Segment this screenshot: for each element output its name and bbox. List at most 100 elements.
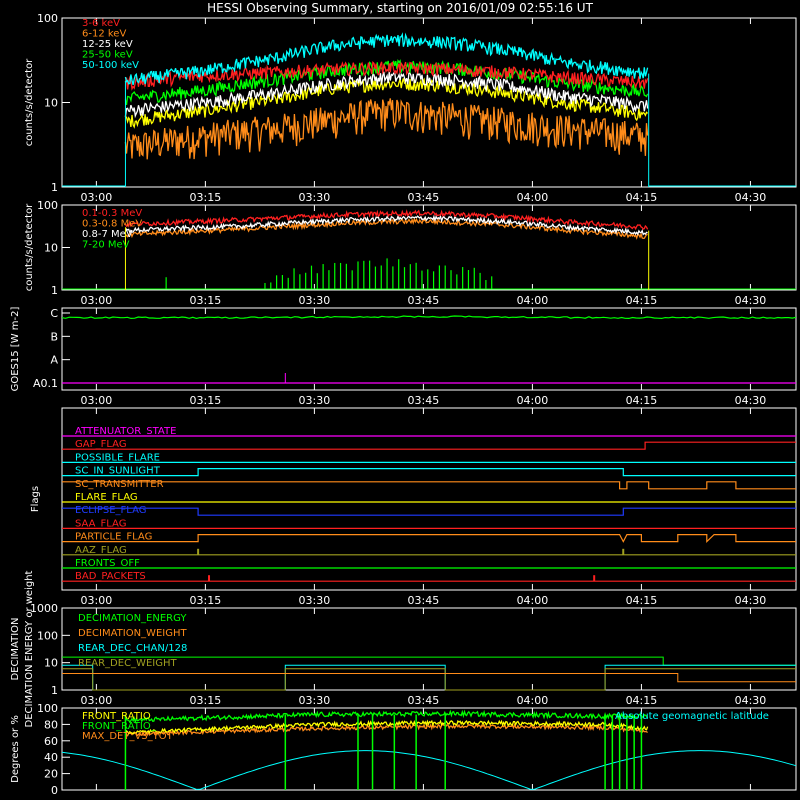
x-tick-label: 03:30 bbox=[299, 294, 331, 307]
series-line bbox=[124, 209, 649, 231]
x-tick-label: 04:15 bbox=[626, 191, 658, 204]
legend-entry: DECIMATION_WEIGHT bbox=[78, 628, 187, 639]
series-line bbox=[124, 61, 649, 91]
panel-frame-4 bbox=[61, 607, 797, 691]
legend-entry: 0.1-0.3 MeV bbox=[82, 208, 142, 219]
series-line bbox=[124, 217, 648, 240]
flag-line bbox=[62, 533, 796, 544]
x-tick-label: 03:45 bbox=[408, 594, 440, 607]
series-line bbox=[124, 32, 649, 86]
y-tick-label: 40 bbox=[44, 751, 58, 764]
panel-frame-3 bbox=[61, 407, 797, 591]
y-tick-label: 100 bbox=[37, 629, 58, 642]
x-tick-label: 04:00 bbox=[517, 594, 549, 607]
legend-entry: 25-50 keV bbox=[82, 50, 133, 61]
series-line bbox=[124, 719, 649, 735]
flag-line bbox=[62, 468, 796, 477]
chart-title: HESSI Observing Summary, starting on 201… bbox=[207, 1, 593, 15]
x-tick-label: 03:45 bbox=[408, 394, 440, 407]
y-tick-label: 0 bbox=[51, 784, 58, 797]
y-tick-label: C bbox=[50, 307, 58, 320]
y-tick-label: 20 bbox=[44, 768, 58, 781]
x-tick-label: 04:15 bbox=[626, 694, 658, 707]
x-tick-label: 03:00 bbox=[81, 594, 113, 607]
x-tick-label: 03:15 bbox=[190, 694, 222, 707]
flag-label: SC_IN_SUNLIGHT bbox=[75, 466, 161, 477]
x-tick-label: 03:15 bbox=[190, 394, 222, 407]
legend-entry: REAR_DEC_CHAN/128 bbox=[78, 643, 187, 654]
legend-entry: 6-12 keV bbox=[82, 29, 126, 40]
legend-entry: FRONT_RATIO bbox=[82, 711, 151, 722]
legend-entry: 7-20 MeV bbox=[82, 240, 130, 251]
y-tick-label: 10 bbox=[44, 242, 58, 255]
legend-entry: MAX_DET_VS_TOT bbox=[82, 731, 174, 742]
y-axis-label: counts/s/detector bbox=[24, 58, 35, 146]
x-tick-label: 03:00 bbox=[81, 191, 113, 204]
series-line bbox=[124, 58, 649, 106]
y-tick-label: 1 bbox=[51, 284, 58, 297]
flag-label: GAP_FLAG bbox=[75, 439, 127, 450]
x-tick-label: 03:15 bbox=[190, 594, 222, 607]
x-tick-label: 04:30 bbox=[735, 294, 767, 307]
x-tick-label: 03:45 bbox=[408, 694, 440, 707]
y-axis-label: Degrees or % bbox=[10, 715, 21, 783]
y-tick-label: 100 bbox=[37, 12, 58, 25]
x-tick-label: 03:30 bbox=[299, 191, 331, 204]
y-tick-label: B bbox=[50, 330, 58, 343]
x-tick-label: 03:30 bbox=[299, 694, 331, 707]
panel-frame-2 bbox=[61, 307, 797, 391]
x-tick-label: 04:30 bbox=[735, 394, 767, 407]
flag-label: ATTENUATOR_STATE bbox=[75, 426, 176, 437]
flag-line bbox=[62, 481, 796, 490]
x-tick-label: 04:00 bbox=[517, 191, 549, 204]
series-line bbox=[62, 673, 796, 683]
x-tick-label: 04:15 bbox=[626, 594, 658, 607]
flag-label: AAZ_FLAG bbox=[75, 545, 127, 556]
x-tick-label: 04:15 bbox=[626, 294, 658, 307]
y-tick-label: 60 bbox=[44, 735, 58, 748]
flag-label: FLARE_FLAG bbox=[75, 492, 138, 503]
x-tick-label: 03:00 bbox=[81, 694, 113, 707]
flag-line bbox=[62, 441, 796, 450]
y-tick-label: 1 bbox=[51, 684, 58, 697]
legend-entry: 0.8-7 MeV bbox=[82, 229, 133, 240]
legend-entry: 3-6 keV bbox=[82, 18, 120, 29]
flag-label: ECLIPSE_FLAG bbox=[75, 505, 146, 516]
series-line bbox=[124, 214, 648, 236]
x-tick-label: 04:00 bbox=[517, 394, 549, 407]
y-tick-label: 100 bbox=[37, 199, 58, 212]
legend-entry: DECIMATION_ENERGY bbox=[78, 613, 187, 624]
y-tick-label: A0.1 bbox=[33, 377, 58, 390]
x-tick-label: 04:30 bbox=[735, 694, 767, 707]
x-tick-label: 04:00 bbox=[517, 294, 549, 307]
legend-entry: FRONT_RATIO_ bbox=[82, 721, 157, 732]
series-line bbox=[124, 722, 648, 737]
legend-entry: Absolute geomagnetic latitude bbox=[615, 711, 769, 722]
x-tick-label: 04:30 bbox=[735, 594, 767, 607]
y-tick-label: 80 bbox=[44, 718, 58, 731]
x-tick-label: 03:45 bbox=[408, 191, 440, 204]
series-line bbox=[61, 750, 797, 790]
y-tick-label: 100 bbox=[37, 702, 58, 715]
y-axis-label: DECIMATION ENERGY or weight bbox=[24, 570, 35, 727]
legend-entry: 0.3-0.8 MeV bbox=[82, 219, 142, 230]
x-tick-label: 04:30 bbox=[735, 191, 767, 204]
x-tick-label: 04:15 bbox=[626, 394, 658, 407]
flag-label: POSSIBLE_FLARE bbox=[75, 452, 160, 463]
y-axis-label: counts/s/detector bbox=[24, 203, 35, 291]
y-tick-label: 1 bbox=[51, 181, 58, 194]
flag-label: PARTICLE_FLAG bbox=[75, 532, 152, 543]
flag-label: SAA_FLAG bbox=[75, 518, 126, 529]
x-tick-label: 03:30 bbox=[299, 394, 331, 407]
flag-label: BAD_PACKETS bbox=[75, 571, 146, 582]
y-tick-label: 1000 bbox=[30, 602, 58, 615]
x-tick-label: 03:15 bbox=[190, 191, 222, 204]
x-tick-label: 03:15 bbox=[190, 294, 222, 307]
series-line bbox=[125, 77, 649, 129]
series-line bbox=[124, 709, 649, 725]
x-tick-label: 03:45 bbox=[408, 294, 440, 307]
series-line bbox=[61, 315, 797, 320]
y-tick-label: 10 bbox=[44, 97, 58, 110]
legend-entry: 12-25 keV bbox=[82, 39, 133, 50]
